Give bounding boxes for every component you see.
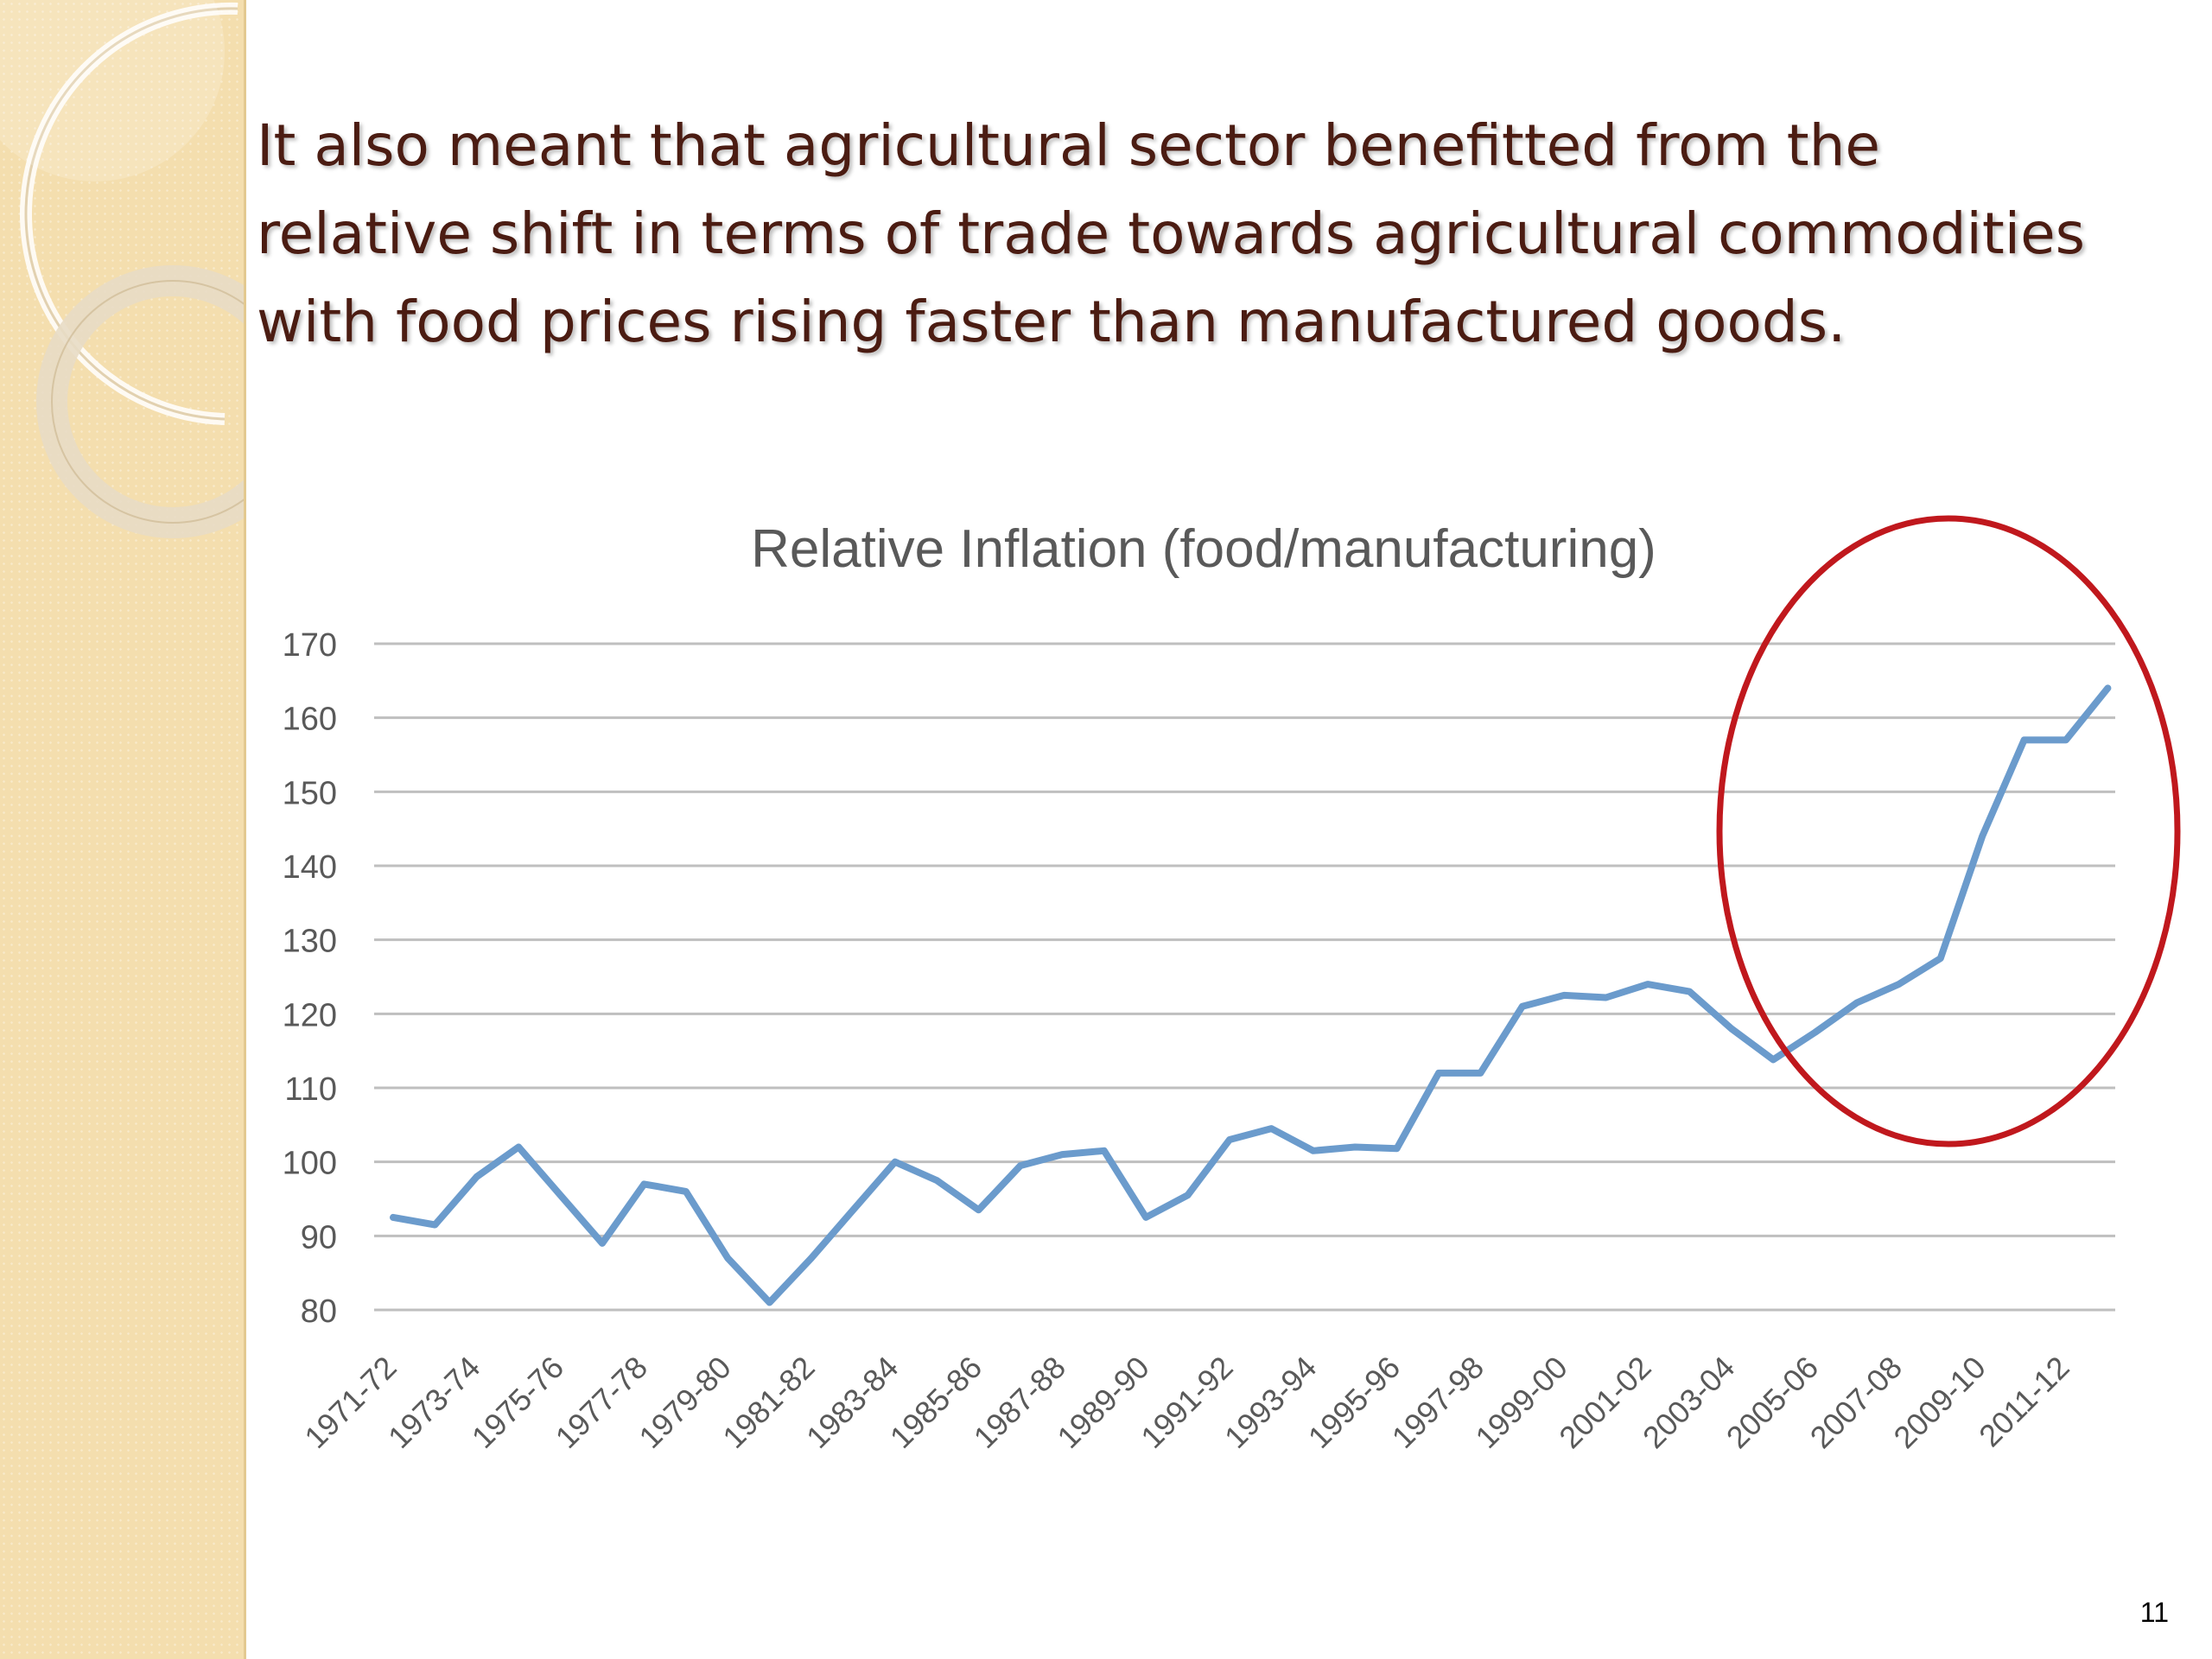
y-tick-label: 90 <box>301 1219 337 1255</box>
ring-ornament-icon <box>0 0 244 538</box>
x-tick-label: 1991-92 <box>1134 1350 1239 1455</box>
slide-heading-line: It also meant that agricultural sector b… <box>257 112 1881 179</box>
x-tick-label: 1995-96 <box>1301 1350 1407 1455</box>
x-tick-label: 1983-84 <box>799 1350 905 1455</box>
x-tick-label: 2007-08 <box>1803 1350 1909 1455</box>
x-tick-label: 1985-86 <box>883 1350 988 1455</box>
y-tick-label: 130 <box>283 924 337 960</box>
x-tick-label: 1987-88 <box>967 1350 1072 1455</box>
x-tick-label: 1989-90 <box>1050 1350 1155 1455</box>
y-tick-label: 110 <box>284 1071 337 1108</box>
y-tick-label: 140 <box>283 849 337 886</box>
x-tick-label: 1997-98 <box>1385 1350 1491 1455</box>
x-tick-label: 2009-10 <box>1886 1350 1992 1455</box>
x-tick-label: 2005-06 <box>1719 1350 1825 1455</box>
x-axis-tick-labels: 1971-721973-741975-761977-781979-801981-… <box>297 1350 2075 1455</box>
slide-heading-line: with food prices rising faster than manu… <box>257 289 1847 355</box>
x-tick-label: 1973-74 <box>381 1350 486 1455</box>
slide-heading-line: relative shift in terms of trade towards… <box>257 200 2086 267</box>
x-tick-label: 1975-76 <box>465 1350 570 1455</box>
y-tick-label: 120 <box>283 997 337 1033</box>
x-tick-label: 1993-94 <box>1217 1350 1323 1455</box>
x-tick-label: 1979-80 <box>632 1350 737 1455</box>
x-tick-label: 1999-00 <box>1468 1350 1573 1455</box>
slide-heading: It also meant that agricultural sector b… <box>257 102 2192 366</box>
highlight-ellipse <box>1716 515 2181 1147</box>
series-layer <box>390 684 2112 1306</box>
x-tick-label: 1971-72 <box>297 1350 403 1455</box>
slide-number: 11 <box>2139 1597 2169 1628</box>
x-tick-label: 1981-82 <box>715 1350 821 1455</box>
x-tick-label: 2011-12 <box>1972 1350 2076 1454</box>
decorative-sidebar <box>0 0 246 1659</box>
y-tick-label: 100 <box>283 1146 337 1182</box>
y-tick-label: 80 <box>301 1294 337 1330</box>
x-tick-label: 2001-02 <box>1552 1350 1657 1455</box>
y-tick-label: 160 <box>283 702 337 738</box>
gridlines <box>374 642 2115 1312</box>
y-tick-label: 150 <box>283 775 337 811</box>
annotation-layer <box>1716 515 2181 1147</box>
y-axis-tick-labels: 80 90 100 110 120 130 140 150 160 170 <box>283 627 337 1330</box>
x-tick-label: 1977-78 <box>549 1350 654 1455</box>
y-tick-label: 170 <box>283 627 337 664</box>
x-tick-label: 2003-04 <box>1636 1350 1741 1455</box>
chart-title: Relative Inflation (food/manufacturing) <box>751 519 1656 579</box>
series-line <box>390 684 2112 1306</box>
